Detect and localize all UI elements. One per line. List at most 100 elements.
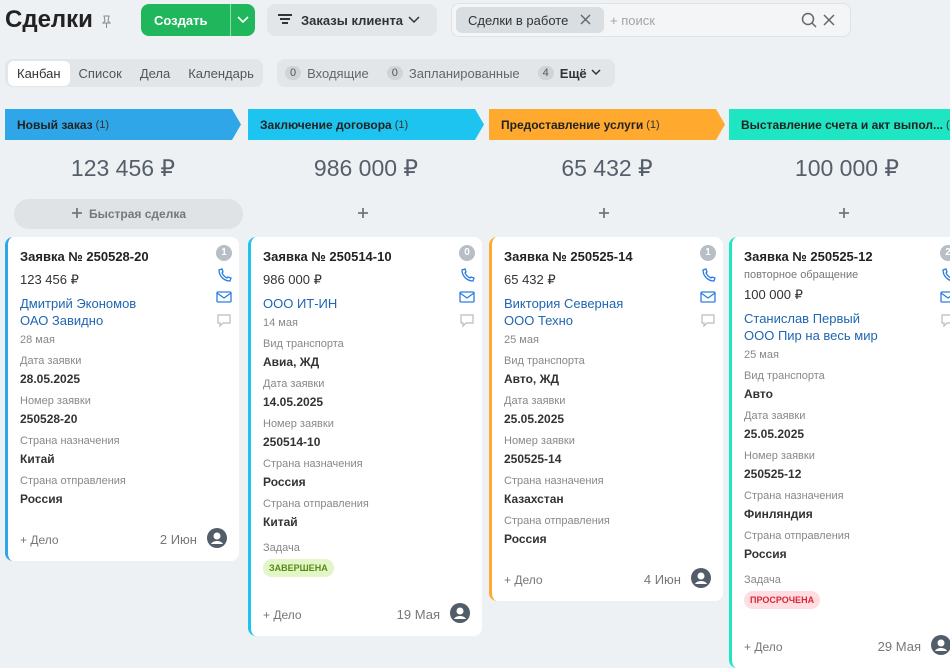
- filter-tag[interactable]: Сделки в работе: [456, 7, 604, 33]
- close-icon[interactable]: [576, 14, 596, 26]
- client: Станислав Первый ООО Пир на весь мир: [744, 310, 950, 344]
- tab[interactable]: Дела: [139, 65, 171, 81]
- field-label: Номер заявки: [744, 450, 815, 462]
- add-activity[interactable]: + Дело: [504, 572, 543, 587]
- field-label: Страна отправления: [263, 498, 369, 510]
- quick-add[interactable]: [248, 199, 484, 229]
- contact-link[interactable]: Станислав Первый: [744, 311, 861, 326]
- column-name: Заключение договора: [260, 117, 392, 132]
- add-activity[interactable]: + Дело: [744, 639, 783, 654]
- counter-value: 4: [537, 66, 554, 80]
- field-value: Китай: [20, 452, 55, 466]
- kanban-column: Заключение договора (1) 986 000 ₽ Заявка № …: [248, 109, 484, 636]
- due-date: 29 Мая: [877, 639, 921, 654]
- avatar: [691, 568, 711, 591]
- counter-value: 0: [386, 66, 403, 80]
- field-label: Страна отправления: [744, 530, 850, 542]
- counter[interactable]: 4 Ещё: [537, 66, 605, 81]
- preset-button[interactable]: Заказы клиента: [267, 4, 437, 36]
- deal-title: Заявка № 250525-12: [744, 249, 873, 264]
- activity-badge: 0: [459, 245, 475, 261]
- deal-card[interactable]: Заявка № 250525-12 2 повторное обращение 10…: [729, 237, 950, 668]
- preset-label: Заказы клиента: [301, 12, 404, 28]
- company-link[interactable]: ООО ИТ-ИН: [263, 296, 338, 311]
- company-link[interactable]: ОАО Завидно: [20, 313, 104, 328]
- kanban-column: Новый заказ (1) 123 456 ₽ Быстрая сделка Зая…: [5, 109, 243, 561]
- quick-deal-label: Быстрая сделка: [88, 207, 187, 221]
- deal-card[interactable]: Заявка № 250525-14 1 65 432 ₽ Виктория Севе…: [489, 237, 723, 601]
- client: Дмитрий Экономов ОАО Завидно: [20, 295, 227, 329]
- filter-icon: [278, 14, 292, 24]
- counter[interactable]: 0 Входящие: [285, 66, 369, 81]
- chevron: [587, 66, 605, 81]
- column-name: Предоставление услуги: [501, 117, 644, 132]
- search-box[interactable]: Сделки в работе + поиск: [451, 3, 851, 37]
- quick-add[interactable]: [729, 199, 950, 229]
- card-icons: [700, 268, 716, 332]
- contact-link[interactable]: Виктория Северная: [504, 296, 624, 311]
- company-link[interactable]: ООО Пир на весь мир: [744, 328, 878, 343]
- field-value: Финляндия: [744, 507, 813, 521]
- deal-card[interactable]: Заявка № 250514-10 0 986 000 ₽ ООО ИТ-ИН 14 …: [248, 237, 482, 636]
- column-count: (1): [95, 118, 110, 131]
- field-label: Страна назначения: [20, 435, 120, 447]
- avatar: [207, 528, 227, 551]
- field-label: Дата заявки: [744, 410, 806, 422]
- task-status: ПРОСРОЧЕНА: [744, 591, 821, 609]
- quick-add[interactable]: [489, 199, 725, 229]
- add-activity[interactable]: + Дело: [263, 607, 302, 622]
- field-value: Казахстан: [504, 492, 564, 506]
- search-icons: [801, 12, 835, 28]
- quick-add[interactable]: Быстрая сделка: [14, 199, 243, 229]
- tab[interactable]: Список: [78, 65, 122, 81]
- card-footer: + Дело 4 Июн: [504, 568, 711, 591]
- card-icons: [459, 268, 475, 332]
- pin-icon[interactable]: [99, 15, 113, 29]
- field-label: Вид транспорта: [744, 370, 825, 382]
- field-value: 250525-12: [744, 467, 802, 481]
- deal-amount: 986 000 ₽: [263, 272, 322, 287]
- due-date: 4 Июн: [643, 572, 681, 587]
- field-value: Авиа, ЖД: [263, 355, 320, 369]
- create-button[interactable]: Создать: [141, 4, 255, 36]
- column-total: 123 456 ₽: [70, 155, 176, 181]
- company-link[interactable]: ООО Техно: [504, 313, 574, 328]
- view-tabs: Канбан Список Дела Календарь: [5, 59, 263, 87]
- column-header: Заключение договора (1): [248, 109, 484, 140]
- field-label: Номер заявки: [504, 435, 575, 447]
- due-date: 2 Июн: [159, 532, 197, 547]
- field-label: Страна назначения: [263, 458, 363, 470]
- kanban-column: Выставление счета и акт выпол...(1) 100 0…: [729, 109, 950, 668]
- card-icons: [940, 268, 950, 332]
- counter[interactable]: 0 Запланированные: [386, 66, 520, 81]
- field-label: Страна отправления: [504, 515, 610, 527]
- field-value: 28.05.2025: [20, 372, 81, 386]
- field-label: Вид транспорта: [504, 355, 585, 367]
- column-header: Предоставление услуги (1): [489, 109, 725, 140]
- tab[interactable]: Календарь: [188, 65, 254, 81]
- field-label: Страна отправления: [20, 475, 126, 487]
- field-label: Дата заявки: [263, 378, 325, 390]
- counter-value: 0: [285, 66, 302, 80]
- tab[interactable]: Канбан: [8, 60, 70, 86]
- column-total: 100 000 ₽: [794, 155, 900, 181]
- activity-badge: 1: [700, 245, 716, 261]
- field-label: Номер заявки: [20, 395, 91, 407]
- contact-link[interactable]: Дмитрий Экономов: [20, 296, 137, 311]
- filter-tag-label: Сделки в работе: [468, 12, 569, 28]
- task-label: Задача: [744, 574, 781, 586]
- task-status: ЗАВЕРШЕНА: [263, 559, 334, 577]
- activity-badge: 1: [216, 245, 232, 261]
- activity-badge: 2: [940, 245, 950, 261]
- deal-amount: 65 432 ₽: [504, 272, 556, 287]
- field-value: Россия: [20, 492, 63, 506]
- add-activity[interactable]: + Дело: [20, 532, 59, 547]
- deal-date: 25 мая: [504, 334, 539, 346]
- plus-icon: [598, 207, 616, 222]
- field-label: Дата заявки: [20, 355, 82, 367]
- field-value: Авто: [744, 387, 773, 401]
- column-total: 986 000 ₽: [313, 155, 419, 181]
- client: ООО ИТ-ИН: [263, 295, 470, 312]
- deal-card[interactable]: Заявка № 250528-20 1 123 456 ₽ Дмитрий Экон…: [5, 237, 239, 561]
